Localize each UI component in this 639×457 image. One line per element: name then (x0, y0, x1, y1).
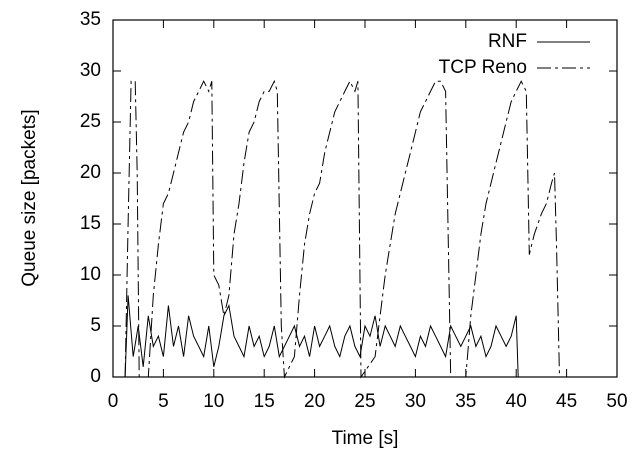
x-tick-label: 5 (158, 391, 169, 412)
series-line (124, 79, 560, 379)
x-tick-label: 15 (254, 391, 275, 412)
x-tick-label: 40 (506, 391, 527, 412)
x-tick-label: 25 (354, 391, 375, 412)
y-tick-label: 25 (80, 111, 101, 132)
y-tick-label: 5 (90, 315, 101, 336)
y-tick-label: 30 (80, 60, 101, 81)
x-tick-label: 50 (606, 391, 627, 412)
series-line (124, 295, 519, 378)
x-tick-label: 20 (304, 391, 325, 412)
legend-label: RNF (488, 31, 527, 52)
y-tick-label: 20 (80, 162, 101, 183)
x-tick-label: 10 (203, 391, 224, 412)
x-tick-label: 0 (108, 391, 119, 412)
y-tick-label: 10 (80, 264, 101, 285)
legend-label: TCP Reno (439, 57, 527, 78)
y-tick-label: 15 (80, 213, 101, 234)
y-axis-label: Queue size [packets] (19, 109, 40, 286)
y-tick-label: 35 (80, 9, 101, 30)
x-tick-label: 30 (405, 391, 426, 412)
x-tick-label: 35 (455, 391, 476, 412)
y-tick-label: 0 (90, 366, 101, 387)
x-axis-label: Time [s] (332, 428, 399, 449)
x-tick-label: 45 (556, 391, 577, 412)
plot-frame (112, 19, 618, 378)
